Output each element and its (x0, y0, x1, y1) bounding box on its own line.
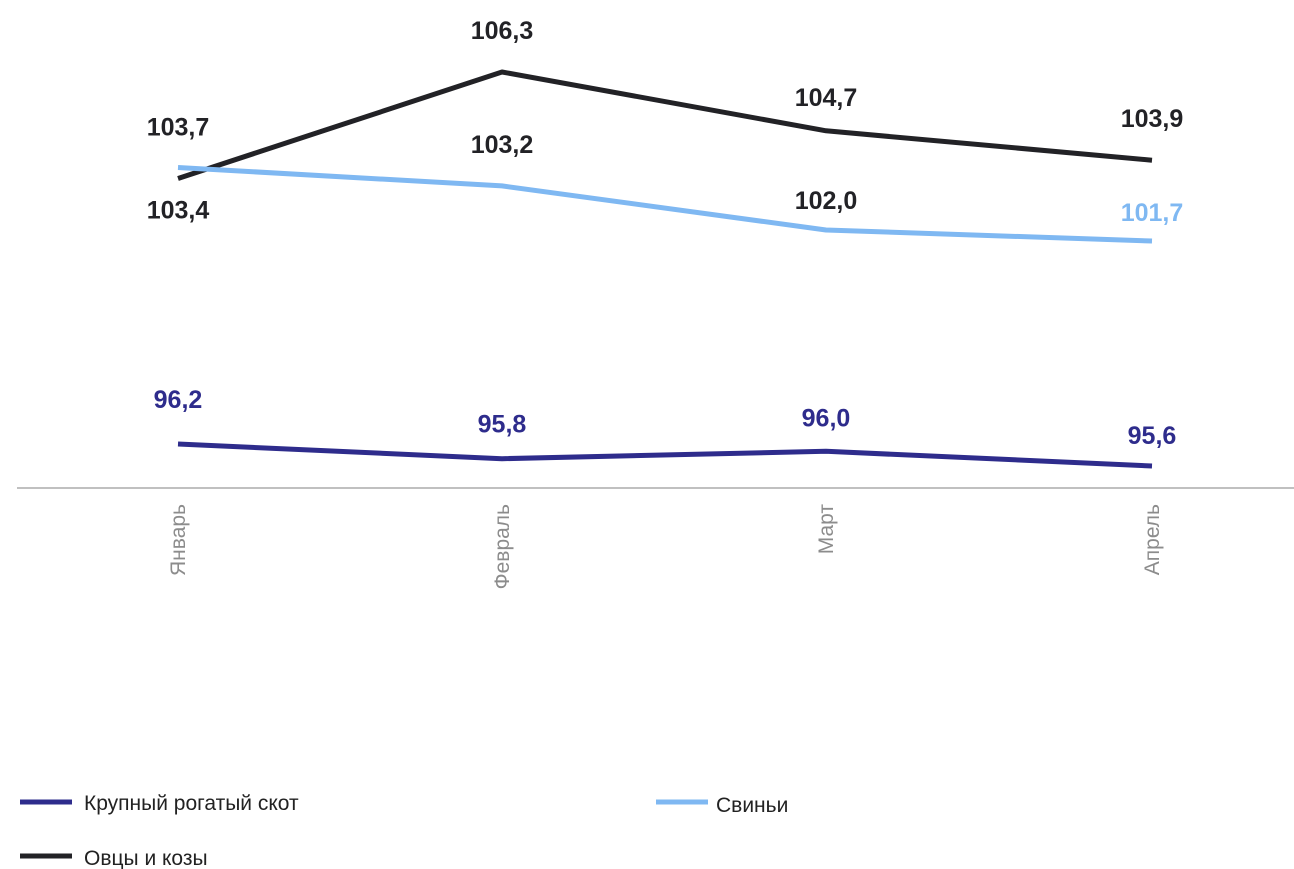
series-line-pigs (177, 165, 1153, 244)
data-label-sheep-goats-1: 103,4 (147, 197, 210, 225)
x-tick-label: Апрель (1141, 504, 1164, 575)
legend-item-pigs: Свиньи (656, 794, 788, 817)
x-tick-label: Январь (167, 504, 190, 576)
series-line-cattle (177, 441, 1153, 469)
data-labels: 96,2 95,8 96,0 95,6 103,7 103,2 102,0 101,7 103,… (147, 17, 1184, 450)
data-label-cattle-3: 96,0 (802, 404, 851, 432)
data-label-pigs-1: 103,7 (147, 114, 210, 142)
data-label-cattle-1: 96,2 (154, 386, 203, 414)
x-tick-label: Март (815, 504, 838, 555)
data-label-pigs-2: 103,2 (471, 131, 534, 159)
data-label-pigs-3: 102,0 (795, 187, 858, 215)
x-tick-label: Февраль (491, 504, 514, 589)
legend-label-pigs: Свиньи (716, 794, 788, 817)
data-label-sheep-goats-2: 106,3 (471, 17, 534, 45)
legend-item-cattle: Крупный рогатый скот (20, 792, 299, 815)
data-label-sheep-goats-3: 104,7 (795, 84, 858, 112)
series-line-sheep-goats (177, 69, 1153, 181)
data-label-sheep-goats-4: 103,9 (1121, 105, 1184, 133)
legend: Крупный рогатый скот Свиньи Овцы и козы (20, 792, 788, 869)
series-lines (177, 69, 1153, 469)
x-axis-ticks: Январь Февраль Март Апрель (167, 504, 1164, 590)
data-label-cattle-2: 95,8 (478, 411, 527, 439)
legend-label-sheep-goats: Овцы и козы (84, 847, 208, 869)
data-label-pigs-4: 101,7 (1121, 199, 1184, 227)
legend-item-sheep-goats: Овцы и козы (20, 847, 208, 869)
data-label-cattle-4: 95,6 (1128, 422, 1177, 450)
legend-label-cattle: Крупный рогатый скот (84, 792, 299, 815)
